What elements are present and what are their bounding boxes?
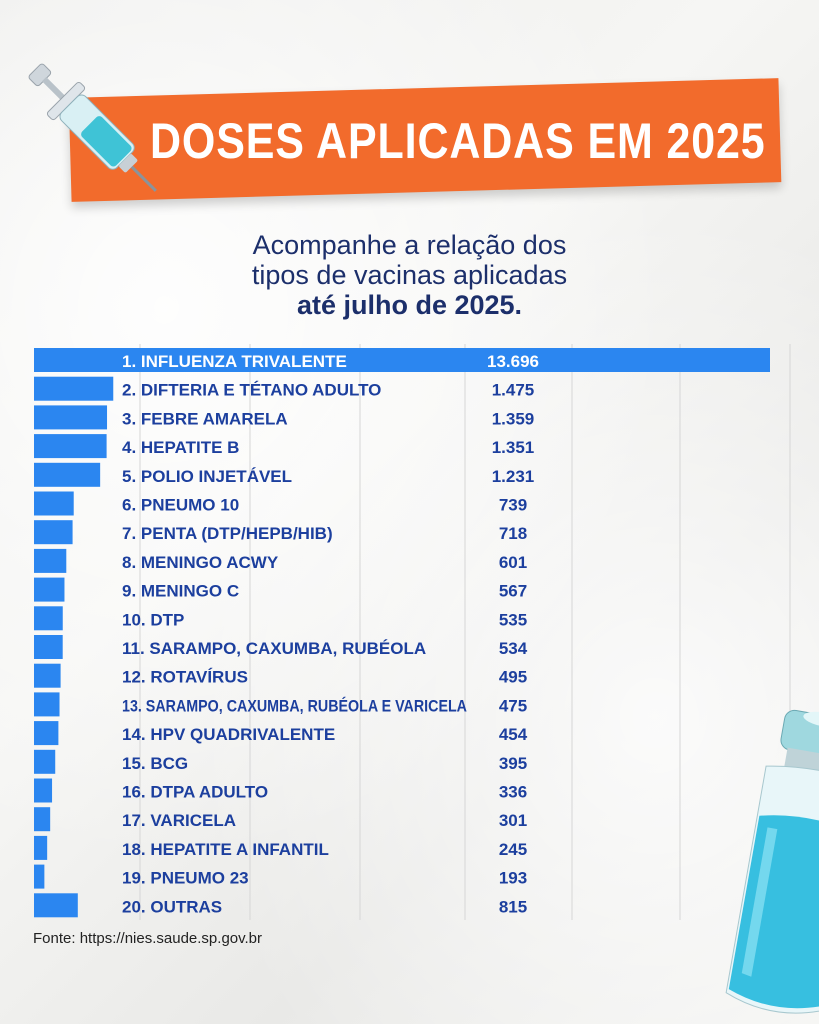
category-label: 5. POLIO INJETÁVEL: [122, 467, 292, 486]
category-label: 9. MENINGO C: [122, 582, 239, 601]
bar: [34, 348, 770, 372]
value-label: 1.351: [492, 438, 535, 457]
bar: [34, 864, 45, 889]
source-note: Fonte: https://nies.saude.sp.gov.br: [33, 930, 263, 947]
bar: [34, 749, 56, 774]
category-label: 11. SARAMPO, CAXUMBA, RUBÉOLA: [122, 639, 426, 658]
category-label: 1. INFLUENZA TRIVALENTE: [122, 352, 347, 371]
value-label: 1.231: [492, 467, 535, 486]
value-label: 301: [499, 811, 527, 830]
value-label: 336: [499, 783, 527, 802]
bar: [34, 520, 73, 545]
value-label: 1.475: [492, 381, 535, 400]
bar: [34, 663, 61, 688]
bar: [34, 692, 60, 717]
category-label: 12. ROTAVÍRUS: [122, 668, 248, 687]
bar: [34, 807, 51, 832]
bar: [34, 635, 63, 659]
value-label: 535: [499, 610, 527, 629]
value-label: 815: [499, 897, 527, 916]
bar: [34, 434, 107, 459]
value-label: 495: [499, 668, 527, 687]
bar: [34, 462, 101, 487]
category-label: 14. HPV QUADRIVALENTE: [122, 725, 335, 744]
bar: [34, 577, 65, 602]
subtitle: Acompanhe a relação dos tipos de vacinas…: [0, 230, 819, 320]
vaccine-vial-icon: [725, 709, 819, 1014]
category-label: 20. OUTRAS: [122, 897, 222, 916]
value-label: 567: [499, 582, 527, 601]
value-label: 395: [499, 754, 527, 773]
bar: [34, 491, 74, 516]
subtitle-line-2: tipos de vacinas aplicadas: [251, 260, 568, 290]
category-label: 3. FEBRE AMARELA: [122, 409, 288, 428]
category-label: 4. HEPATITE B: [122, 438, 239, 457]
bar: [34, 548, 67, 573]
page-title: DOSES APLICADAS EM 2025: [150, 113, 766, 169]
category-label: 7. PENTA (DTP/HEPB/HIB): [122, 524, 333, 543]
category-label: 2. DIFTERIA E TÉTANO ADULTO: [122, 381, 381, 400]
value-label: 718: [499, 524, 527, 543]
value-label: 245: [499, 840, 527, 859]
bar: [34, 606, 63, 631]
bar: [34, 778, 53, 803]
bar: [34, 835, 48, 860]
bar: [34, 893, 78, 918]
category-label: 17. VARICELA: [122, 811, 236, 830]
subtitle-line-1: Acompanhe a relação dos: [252, 230, 567, 260]
bar: [34, 405, 108, 430]
category-label: 19. PNEUMO 23: [122, 869, 249, 888]
value-label: 193: [499, 869, 527, 888]
value-label: 1.359: [492, 409, 535, 428]
syringe-icon: [28, 63, 157, 192]
value-label: 601: [499, 553, 527, 572]
value-label: 475: [499, 696, 527, 715]
value-label: 13.696: [487, 352, 539, 371]
category-label: 16. DTPA ADULTO: [122, 783, 268, 802]
category-label: 15. BCG: [122, 754, 188, 773]
subtitle-line-3: até julho de 2025.: [296, 290, 523, 320]
bar: [34, 721, 59, 746]
category-label: 13. SARAMPO, CAXUMBA, RUBÉOLA E VARICELA: [122, 696, 467, 715]
category-label: 8. MENINGO ACWY: [122, 553, 279, 572]
value-label: 534: [499, 639, 528, 658]
bar: [34, 376, 114, 401]
vaccine-doses-bar-chart: 1. INFLUENZA TRIVALENTE 13.696 2. DIFTERIA…: [34, 344, 791, 920]
value-label: 454: [499, 725, 528, 744]
category-label: 10. DTP: [122, 610, 184, 629]
category-label: 18. HEPATITE A INFANTIL: [122, 840, 329, 859]
value-label: 739: [499, 496, 527, 515]
category-label: 6. PNEUMO 10: [122, 496, 239, 515]
